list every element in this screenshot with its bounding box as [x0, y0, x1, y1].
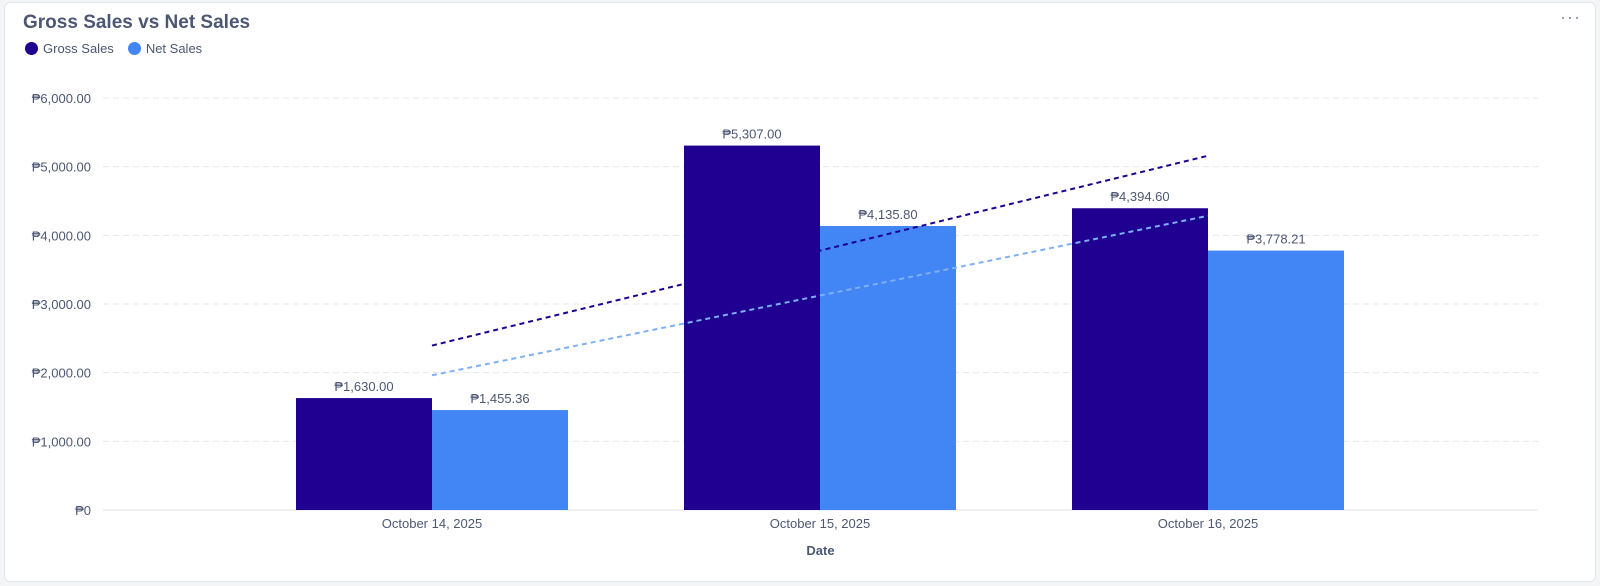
data-label: ₱1,455.36: [470, 391, 529, 406]
y-tick-label: ₱4,000.00: [32, 228, 91, 243]
y-tick-label: ₱2,000.00: [32, 366, 91, 381]
bar-gross-sales[interactable]: [684, 145, 820, 510]
bar-gross-sales[interactable]: [296, 398, 432, 510]
trendline-net-sales: [431, 214, 1209, 377]
bar-gross-sales[interactable]: [1072, 208, 1208, 510]
legend-item-gross-sales[interactable]: Gross Sales: [25, 41, 114, 56]
legend-label-net-sales: Net Sales: [145, 41, 203, 56]
x-tick-label: October 14, 2025: [382, 516, 482, 531]
x-tick-label: October 15, 2025: [770, 516, 870, 531]
x-tick-label: October 16, 2025: [1158, 516, 1258, 531]
x-axis-title: Date: [806, 543, 834, 558]
data-label: ₱4,135.80: [858, 207, 917, 222]
legend-swatch-gross-sales: [25, 42, 38, 55]
data-label: ₱5,307.00: [722, 127, 781, 142]
y-tick-label: ₱1,000.00: [32, 434, 91, 449]
chart-title[interactable]: Gross Sales vs Net Sales: [23, 12, 251, 33]
bar-net-sales[interactable]: [820, 226, 956, 510]
bar-net-sales[interactable]: [432, 410, 568, 510]
bar-net-sales[interactable]: [1208, 250, 1344, 510]
more-options-icon[interactable]: ···: [1560, 7, 1581, 27]
chart-legend: Gross Sales Net Sales: [25, 41, 202, 56]
data-label: ₱1,630.00: [334, 379, 393, 394]
legend-label-gross-sales: Gross Sales: [43, 41, 114, 56]
data-label: ₱4,394.60: [1110, 189, 1169, 204]
y-tick-label: ₱5,000.00: [32, 160, 91, 175]
y-tick-label: ₱6,000.00: [32, 91, 91, 106]
legend-swatch-net-sales: [127, 42, 141, 55]
y-tick-label: ₱3,000.00: [32, 297, 91, 312]
data-label: ₱3,778.21: [1246, 232, 1305, 247]
legend-item-net-sales[interactable]: Net Sales: [127, 41, 203, 56]
trendline-gross-sales: [431, 154, 1209, 347]
y-tick-label: ₱0: [75, 503, 91, 518]
